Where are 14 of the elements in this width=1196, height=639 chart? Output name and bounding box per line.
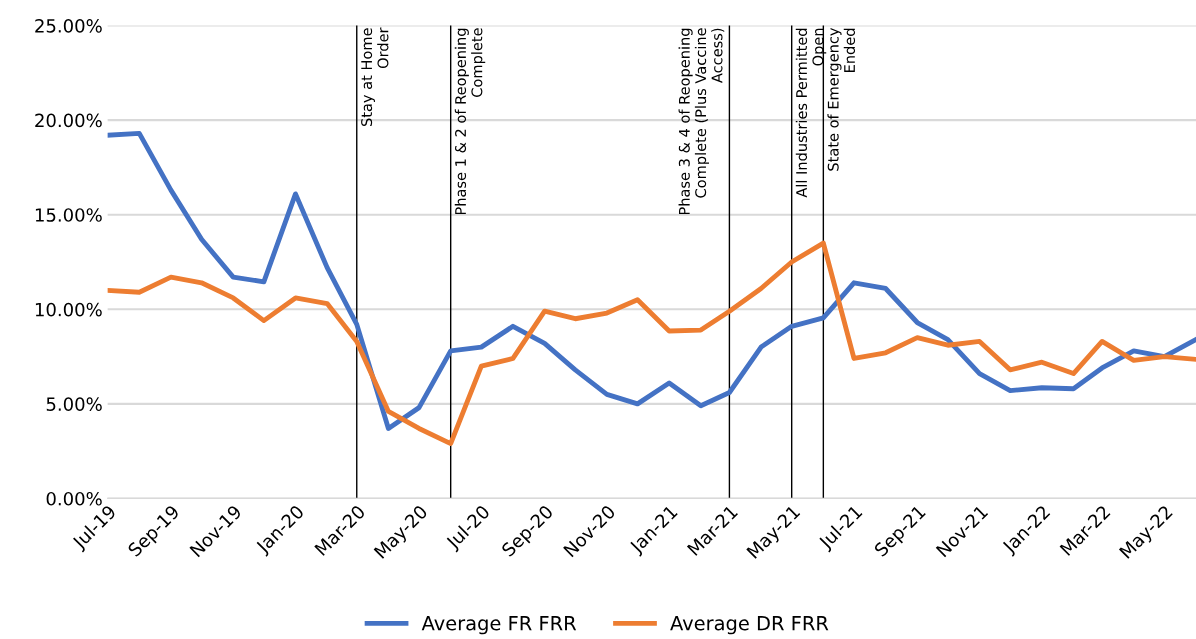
line-series <box>107 240 1196 446</box>
legend-label: Average DR FRR <box>670 616 829 635</box>
legend-label: Average FR FRR <box>421 616 577 635</box>
y-tick-label: 25.00% <box>35 19 102 33</box>
y-tick-label: 5.00% <box>46 397 102 411</box>
ref-line-label: State of Emergency Ended <box>827 27 856 171</box>
y-tick-label: 20.00% <box>35 113 102 128</box>
ref-line-label: Phase 3 & 4 of Reopening Complete (Plus Vaccine Access) <box>678 28 725 215</box>
ref-line-label: Stay at Home Order <box>361 27 389 127</box>
y-tick-label: 0.00% <box>46 491 102 506</box>
y-tick-label: 15.00% <box>35 208 102 222</box>
ref-line-label: All Industries Permitted Open <box>795 28 827 198</box>
ref-line-label: Phase 1 & 2 of Reopening Complete <box>454 28 486 215</box>
y-tick-label: 10.00% <box>35 302 102 317</box>
